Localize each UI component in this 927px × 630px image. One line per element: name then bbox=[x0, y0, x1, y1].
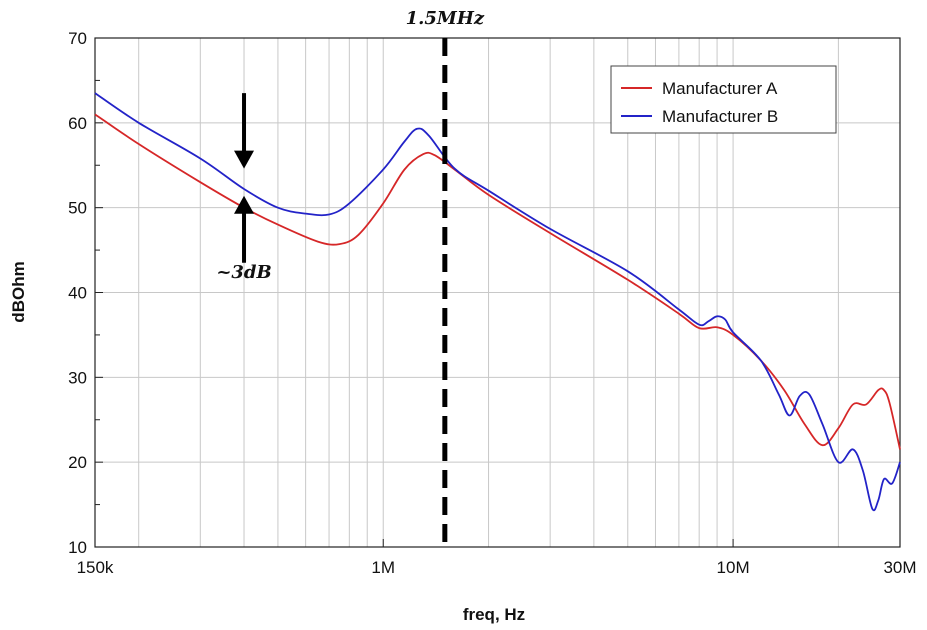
y-tick-label: 30 bbox=[68, 368, 87, 387]
x-axis-title: freq, Hz bbox=[463, 605, 525, 624]
y-tick-label: 20 bbox=[68, 453, 87, 472]
legend-box bbox=[610, 65, 837, 134]
y-tick-label: 10 bbox=[68, 538, 87, 557]
series-layer bbox=[94, 92, 901, 512]
difference-arrows bbox=[234, 93, 255, 263]
y-axis-ticks: 10 20 30 40 50 60 70 bbox=[68, 29, 103, 557]
x-tick-label: 150k bbox=[77, 558, 114, 577]
y-tick-label: 50 bbox=[68, 199, 87, 218]
y-tick-label: 70 bbox=[68, 29, 87, 48]
arrow-up-head bbox=[234, 195, 255, 214]
x-tick-label: 10M bbox=[717, 558, 750, 577]
series-line-manufacturer-b bbox=[94, 92, 901, 512]
difference-label: ~3dB bbox=[216, 262, 271, 283]
frequency-marker-label: 1.5MHz bbox=[406, 8, 485, 29]
y-axis-title: dBOhm bbox=[9, 261, 28, 322]
x-axis-ticks: 150k 1M 10M 30M bbox=[77, 539, 917, 577]
legend-label-manufacturer-b: Manufacturer B bbox=[662, 107, 778, 126]
arrow-down-head bbox=[234, 150, 255, 169]
series-line-manufacturer-a bbox=[94, 113, 901, 450]
legend-label-manufacturer-a: Manufacturer A bbox=[662, 79, 778, 98]
legend: Manufacturer A Manufacturer B bbox=[610, 65, 837, 134]
y-tick-label: 40 bbox=[68, 284, 87, 303]
x-tick-label: 30M bbox=[883, 558, 916, 577]
y-tick-label: 60 bbox=[68, 114, 87, 133]
x-tick-label: 1M bbox=[371, 558, 395, 577]
